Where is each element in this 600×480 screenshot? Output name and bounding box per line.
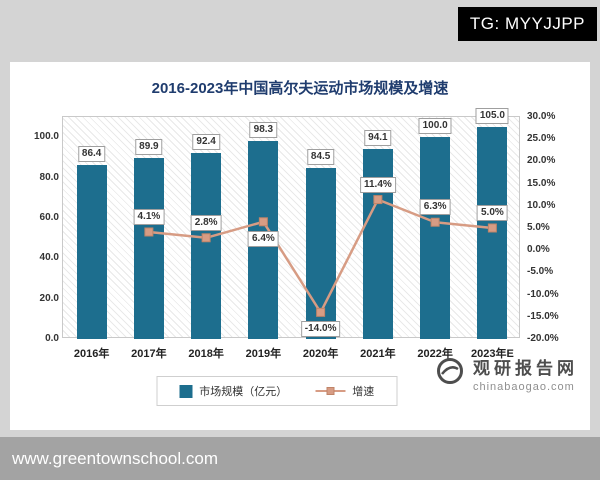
x-axis-label: 2022年 <box>417 348 453 360</box>
x-axis-label: 2019年 <box>245 348 282 360</box>
growth-label: 2.8% <box>190 214 222 231</box>
bar-value-label: 92.4 <box>192 133 220 150</box>
right-axis-tick: -20.0% <box>527 333 559 344</box>
left-axis-tick: 80.0 <box>39 171 59 183</box>
legend-item-bar: 市场规模（亿元） <box>179 383 287 399</box>
bottom-url-bar: www.greentownschool.com <box>0 437 600 480</box>
right-axis-tick: 30.0% <box>527 111 556 122</box>
bar-2016年 <box>76 164 107 339</box>
chart-card: 2016-2023年中国高尔夫运动市场规模及增速 86.4 89.9 92.4 98.… <box>10 62 590 430</box>
growth-label: 6.4% <box>247 230 279 247</box>
bar-2018年 <box>191 152 222 339</box>
left-axis-tick: 40.0 <box>39 252 59 264</box>
left-axis-tick: 20.0 <box>39 292 59 304</box>
x-axis-label: 2023年E <box>470 348 514 360</box>
watermark-logo-icon <box>435 356 465 391</box>
bottom-url: www.greentownschool.com <box>12 449 218 468</box>
left-axis-tick: 60.0 <box>39 211 59 223</box>
x-axis-label: 2018年 <box>188 348 224 360</box>
growth-label: 4.1% <box>133 208 165 225</box>
growth-label: 6.3% <box>419 199 451 216</box>
legend-bar-label: 市场规模（亿元） <box>199 386 288 398</box>
right-axis-tick: 5.0% <box>527 222 550 233</box>
plot-area: 86.4 89.9 92.4 98.3 84.5 94.1 100.0 105.0 4.1% 2.… <box>34 108 559 360</box>
right-axis-tick: -5.0% <box>527 266 554 278</box>
chart-title: 2016-2023年中国高尔夫运动市场规模及增速 <box>151 80 449 97</box>
right-axis-tick: -10.0% <box>527 288 559 300</box>
watermark-text: 观研报告网 chinabaogao.com <box>473 354 578 393</box>
right-axis-tick: 25.0% <box>527 133 556 145</box>
bar-2022年 <box>420 137 451 339</box>
x-axis-label: 2017年 <box>131 348 167 360</box>
legend-line-swatch-icon <box>315 387 346 396</box>
bar-value-label: 86.4 <box>77 145 106 162</box>
watermark-site: chinabaogao.com <box>473 381 575 393</box>
left-axis-tick: 0.0 <box>45 333 59 344</box>
bar-value-label: 105.0 <box>475 108 509 125</box>
tg-badge: TG: MYYJJPP <box>457 7 597 41</box>
legend-bar-swatch-icon <box>179 384 193 398</box>
bar-2017年 <box>133 157 164 339</box>
right-axis-tick: 0.0% <box>527 244 550 256</box>
right-axis-tick: -15.0% <box>527 310 559 322</box>
watermark: 观研报告网 chinabaogao.com <box>435 354 578 393</box>
growth-label: 5.0% <box>476 205 508 221</box>
x-axis-label: 2020年 <box>302 348 339 360</box>
bar-2023年E <box>477 127 508 339</box>
bar-value-label: 98.3 <box>249 121 278 138</box>
right-axis-tick: 15.0% <box>527 177 556 189</box>
legend-line-label: 增速 <box>352 386 375 398</box>
right-axis-tick: 10.0% <box>527 199 556 211</box>
growth-label: 11.4% <box>359 176 396 193</box>
legend-item-line: 增速 <box>315 383 374 399</box>
left-axis-tick: 100.0 <box>33 131 59 143</box>
right-axis-tick: 20.0% <box>527 155 556 167</box>
x-axis-label: 2016年 <box>73 348 110 360</box>
bar-value-label: 89.9 <box>135 138 163 155</box>
x-axis-label: 2021年 <box>360 348 396 360</box>
watermark-name: 观研报告网 <box>473 359 578 378</box>
bar-value-label: 100.0 <box>418 118 452 135</box>
growth-label: -14.0% <box>300 321 341 338</box>
growth-line <box>144 195 497 317</box>
legend: 市场规模（亿元） 增速 <box>156 376 398 406</box>
bar-value-label: 84.5 <box>306 149 335 166</box>
bar-value-label: 94.1 <box>364 130 392 147</box>
